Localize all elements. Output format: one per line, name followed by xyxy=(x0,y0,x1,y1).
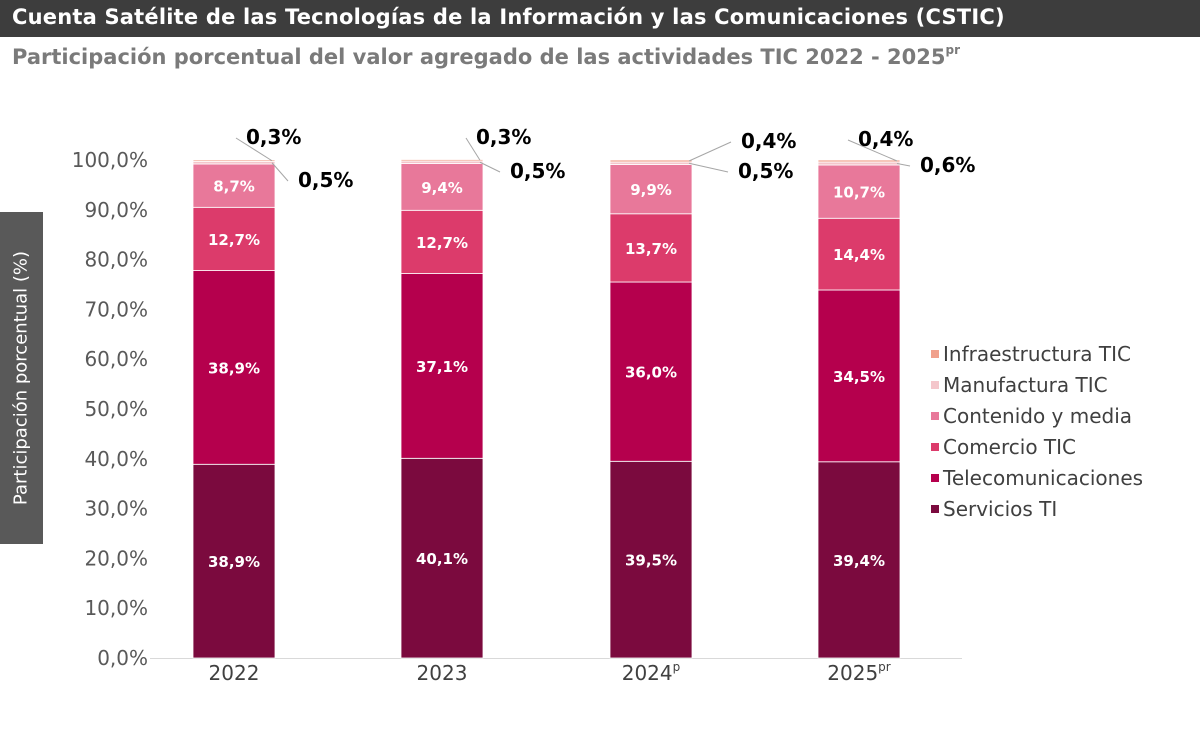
legend-swatch xyxy=(931,474,939,482)
data-label: 9,9% xyxy=(630,181,672,199)
data-label: 9,4% xyxy=(421,179,463,197)
subtitle-superscript: pr xyxy=(945,43,961,57)
data-label: 0,5% xyxy=(510,159,565,183)
data-label: 0,6% xyxy=(920,153,975,177)
callout-line xyxy=(465,137,481,161)
callout-line xyxy=(847,139,898,162)
bar-segment xyxy=(192,463,276,659)
callout-line xyxy=(479,161,501,173)
data-label: 39,4% xyxy=(833,552,885,570)
bar-segment xyxy=(609,159,693,163)
y-tick-label: 60,0% xyxy=(84,347,148,371)
subtitle-text: Participación porcentual del valor agreg… xyxy=(12,45,946,69)
y-tick-label: 80,0% xyxy=(84,248,148,272)
callout-line xyxy=(688,162,729,173)
data-label: 0,4% xyxy=(858,127,913,151)
y-tick-label: 50,0% xyxy=(84,397,148,421)
x-tick-label: 2023 xyxy=(417,661,468,685)
callout-line xyxy=(688,141,732,162)
bar-segment xyxy=(609,164,693,215)
data-label: 37,1% xyxy=(416,358,468,376)
x-tick-label: 2024p xyxy=(622,660,681,685)
y-tick-label: 90,0% xyxy=(84,198,148,222)
legend-swatch xyxy=(931,412,939,420)
bar-segment xyxy=(192,159,276,162)
data-label: 10,7% xyxy=(833,184,885,202)
data-label: 0,5% xyxy=(738,159,793,183)
data-label: 38,9% xyxy=(208,553,260,571)
bar-segment xyxy=(192,206,276,271)
bar-segment xyxy=(400,457,484,659)
callout-line xyxy=(896,162,911,167)
bar-segment xyxy=(817,461,901,659)
chart-title: Cuenta Satélite de las Tecnologías de la… xyxy=(12,5,1005,29)
legend-label: Contenido y media xyxy=(943,404,1132,428)
title-bar: Cuenta Satélite de las Tecnologías de la… xyxy=(0,0,1200,37)
legend-swatch xyxy=(931,350,939,358)
legend-swatch xyxy=(931,443,939,451)
bar-segment xyxy=(400,159,484,162)
bar-segment xyxy=(817,159,901,163)
bar-segment xyxy=(400,209,484,274)
bar-segment xyxy=(817,217,901,291)
bar-segment xyxy=(817,289,901,463)
callout-line xyxy=(235,137,273,162)
y-tick-label: 30,0% xyxy=(84,497,148,521)
data-label: 0,3% xyxy=(246,125,301,149)
bar-segment xyxy=(609,213,693,283)
data-label: 12,7% xyxy=(208,231,260,249)
y-tick-label: 70,0% xyxy=(84,297,148,321)
y-tick-label: 20,0% xyxy=(84,546,148,570)
data-label: 0,3% xyxy=(476,125,531,149)
data-label: 38,9% xyxy=(208,359,260,377)
data-label: 36,0% xyxy=(625,364,677,382)
data-label: 12,7% xyxy=(416,234,468,252)
x-tick-label: 2025pr xyxy=(827,660,891,685)
y-tick-label: 100,0% xyxy=(72,148,148,172)
legend-label: Infraestructura TIC xyxy=(943,342,1131,366)
legend-label: Servicios TI xyxy=(943,497,1057,521)
x-tick-label: 2022 xyxy=(209,661,260,685)
data-label: 0,4% xyxy=(741,129,796,153)
bar-segment xyxy=(192,163,276,208)
bar-segment xyxy=(817,161,901,166)
data-label: 13,7% xyxy=(625,240,677,258)
data-label: 14,4% xyxy=(833,246,885,264)
legend-label: Comercio TIC xyxy=(943,435,1076,459)
bar-segment xyxy=(609,281,693,462)
y-tick-label: 0,0% xyxy=(97,646,148,670)
data-label: 39,5% xyxy=(625,552,677,570)
data-label: 8,7% xyxy=(213,178,255,196)
data-label: 34,5% xyxy=(833,368,885,386)
legend-swatch xyxy=(931,505,939,513)
chart-subtitle: Participación porcentual del valor agreg… xyxy=(12,43,960,69)
legend-label: Telecomunicaciones xyxy=(942,466,1143,490)
y-tick-label: 40,0% xyxy=(84,447,148,471)
bar-segment xyxy=(400,273,484,459)
y-tick-label: 10,0% xyxy=(84,596,148,620)
y-axis-label-box xyxy=(0,212,43,544)
bar-segment xyxy=(817,164,901,219)
callout-line xyxy=(271,162,289,182)
legend-swatch xyxy=(931,381,939,389)
data-label: 40,1% xyxy=(416,550,468,568)
legend-label: Manufactura TIC xyxy=(943,373,1108,397)
bar-segment xyxy=(609,460,693,659)
data-label: 0,5% xyxy=(298,168,353,192)
